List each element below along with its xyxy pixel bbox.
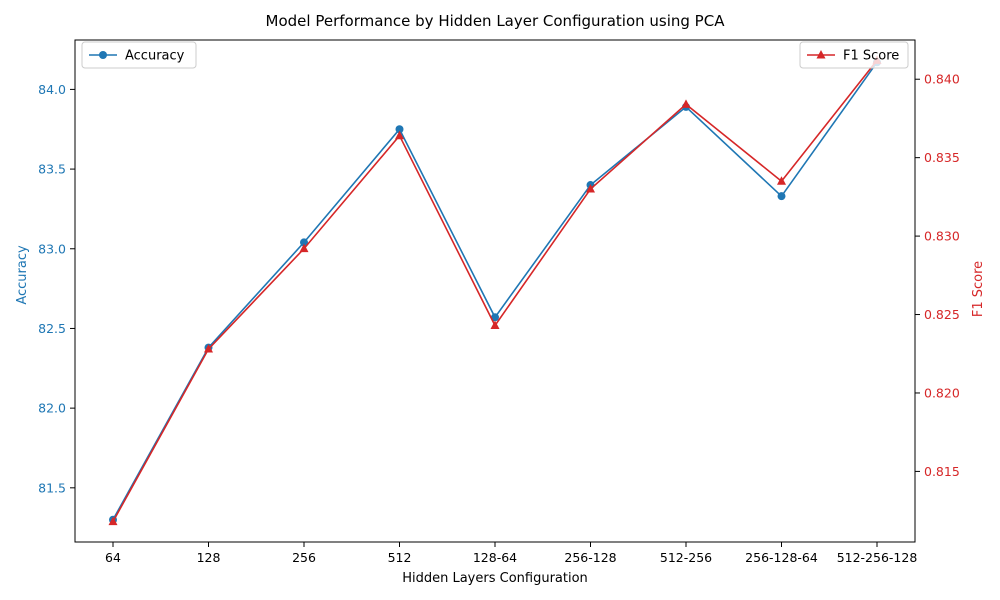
f1-score-point <box>108 516 118 526</box>
axes-layer: 64 128 256 512 128-64 256-128 512-256 256-128-6… <box>38 39 960 565</box>
x-tick-label: 256-128-64 <box>745 550 818 565</box>
y-right-tick-label: 0.835 <box>924 150 960 165</box>
legend-accuracy-label: Accuracy <box>125 49 185 64</box>
f1-score-point <box>681 99 691 108</box>
x-tick-label: 512-256-128 <box>837 550 918 565</box>
x-tick-label: 256 <box>292 550 316 565</box>
y-left-tick-label: 82.5 <box>38 321 66 336</box>
f1-score-point <box>395 130 404 140</box>
series-layer <box>108 55 882 526</box>
y-left-tick-label: 83.5 <box>38 162 66 177</box>
accuracy-point <box>300 238 308 247</box>
y-right-tick-label: 0.830 <box>924 229 960 244</box>
y-right-tick-label: 0.825 <box>924 307 960 322</box>
y-left-tick-label: 83.0 <box>38 241 66 256</box>
y-right-tick-label: 0.820 <box>924 385 960 400</box>
chart-title: Model Performance by Hidden Layer Config… <box>266 12 726 30</box>
f1-score-point <box>490 320 500 330</box>
y-right-tick-label: 0.815 <box>924 464 960 479</box>
x-tick-label: 128 <box>197 550 221 565</box>
f1-score-point <box>204 344 213 353</box>
f1-score-point <box>586 184 595 193</box>
legend-accuracy-swatch-marker <box>99 51 107 59</box>
x-tick-label: 128-64 <box>473 550 517 565</box>
accuracy-point <box>395 125 404 134</box>
legend-f1-score-box <box>799 41 909 69</box>
accuracy-point <box>777 192 786 201</box>
y-axis-right-title: F1 Score <box>971 261 986 317</box>
x-tick-label: 64 <box>105 550 121 565</box>
f1-score-point <box>299 243 309 253</box>
x-axis-title: Hidden Layers Configuration <box>402 571 588 586</box>
legend-f1-score-swatch-marker <box>816 50 826 59</box>
x-tick-label: 256-128 <box>564 550 616 565</box>
y-left-tick-label: 82.0 <box>38 401 66 416</box>
f1-score-point <box>777 176 786 185</box>
x-tick-label: 512-256 <box>660 550 712 565</box>
legend-f1-score-label: F1 Score <box>843 49 899 64</box>
legend-accuracy-box <box>81 41 197 69</box>
x-tick-label: 512 <box>388 550 412 565</box>
y-left-tick-label: 81.5 <box>38 480 66 495</box>
y-axis-left-title: Accuracy <box>15 245 30 305</box>
y-left-tick-label: 84.0 <box>38 82 66 97</box>
accuracy-point <box>491 313 499 322</box>
legend-layer: Accuracy F1 Score <box>81 41 909 69</box>
y-right-tick-label: 0.840 <box>924 72 960 87</box>
